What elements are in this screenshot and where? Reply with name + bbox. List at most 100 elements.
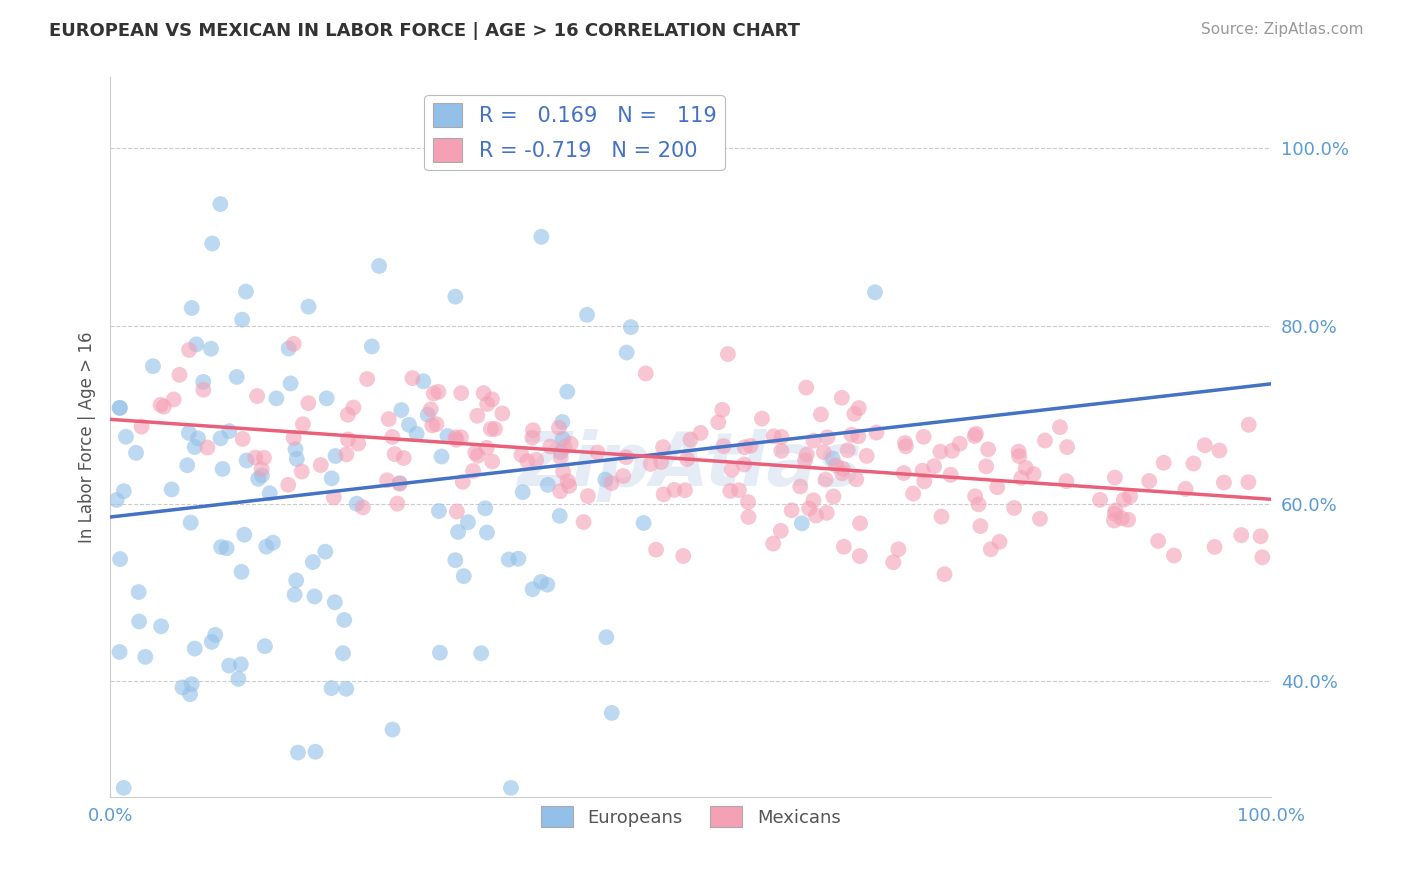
- Point: [516, 454, 538, 468]
- Point: [831, 462, 853, 476]
- Point: [285, 451, 308, 466]
- Point: [922, 459, 945, 474]
- Point: [576, 308, 599, 322]
- Point: [522, 582, 544, 597]
- Point: [911, 464, 934, 478]
- Point: [612, 469, 634, 483]
- Point: [849, 549, 872, 563]
- Point: [1237, 475, 1260, 490]
- Point: [285, 574, 308, 588]
- Point: [967, 497, 990, 511]
- Point: [427, 384, 450, 399]
- Point: [770, 430, 793, 444]
- Point: [804, 508, 827, 523]
- Point: [652, 487, 675, 501]
- Point: [291, 465, 314, 479]
- Point: [799, 501, 821, 516]
- Point: [536, 577, 558, 591]
- Point: [720, 463, 742, 477]
- Point: [160, 483, 183, 497]
- Point: [451, 475, 474, 489]
- Point: [1010, 471, 1032, 485]
- Point: [789, 479, 811, 493]
- Point: [825, 458, 848, 473]
- Point: [392, 450, 415, 465]
- Legend: Europeans, Mexicans: Europeans, Mexicans: [533, 799, 848, 835]
- Point: [419, 402, 441, 417]
- Point: [321, 471, 343, 485]
- Point: [444, 553, 467, 567]
- Point: [108, 401, 131, 415]
- Point: [356, 372, 378, 386]
- Point: [211, 462, 233, 476]
- Point: [245, 450, 267, 465]
- Point: [253, 639, 276, 653]
- Point: [193, 375, 215, 389]
- Point: [128, 585, 150, 599]
- Point: [472, 386, 495, 401]
- Point: [342, 401, 364, 415]
- Point: [1112, 492, 1135, 507]
- Point: [475, 397, 498, 411]
- Point: [291, 417, 314, 432]
- Point: [846, 429, 869, 443]
- Point: [429, 646, 451, 660]
- Point: [333, 613, 356, 627]
- Text: EUROPEAN VS MEXICAN IN LABOR FORCE | AGE > 16 CORRELATION CHART: EUROPEAN VS MEXICAN IN LABOR FORCE | AGE…: [49, 22, 800, 40]
- Point: [740, 439, 762, 453]
- Point: [112, 484, 135, 499]
- Point: [841, 427, 863, 442]
- Point: [332, 646, 354, 660]
- Point: [803, 434, 825, 448]
- Point: [762, 429, 785, 443]
- Point: [169, 368, 191, 382]
- Point: [711, 402, 734, 417]
- Point: [988, 534, 1011, 549]
- Point: [446, 433, 468, 447]
- Point: [197, 441, 219, 455]
- Point: [1182, 457, 1205, 471]
- Point: [718, 483, 741, 498]
- Point: [228, 672, 250, 686]
- Point: [912, 430, 935, 444]
- Point: [815, 506, 838, 520]
- Point: [1116, 513, 1139, 527]
- Point: [336, 408, 359, 422]
- Point: [548, 484, 571, 499]
- Point: [530, 229, 553, 244]
- Point: [200, 342, 222, 356]
- Point: [352, 500, 374, 515]
- Point: [444, 430, 467, 444]
- Point: [600, 706, 623, 720]
- Point: [1237, 417, 1260, 432]
- Point: [713, 439, 735, 453]
- Point: [593, 473, 616, 487]
- Point: [314, 544, 336, 558]
- Point: [1049, 420, 1071, 434]
- Point: [813, 445, 835, 459]
- Point: [388, 476, 411, 491]
- Point: [555, 384, 578, 399]
- Point: [180, 677, 202, 691]
- Point: [664, 483, 686, 497]
- Point: [522, 431, 544, 445]
- Point: [939, 467, 962, 482]
- Point: [128, 615, 150, 629]
- Point: [444, 290, 467, 304]
- Point: [595, 630, 617, 644]
- Point: [794, 381, 817, 395]
- Point: [823, 490, 845, 504]
- Point: [436, 429, 458, 443]
- Point: [474, 501, 496, 516]
- Point: [934, 567, 956, 582]
- Point: [321, 681, 343, 695]
- Point: [837, 443, 859, 458]
- Point: [1029, 512, 1052, 526]
- Point: [246, 389, 269, 403]
- Point: [912, 475, 935, 489]
- Point: [894, 436, 917, 450]
- Point: [204, 628, 226, 642]
- Point: [254, 540, 277, 554]
- Point: [1208, 443, 1230, 458]
- Point: [679, 433, 702, 447]
